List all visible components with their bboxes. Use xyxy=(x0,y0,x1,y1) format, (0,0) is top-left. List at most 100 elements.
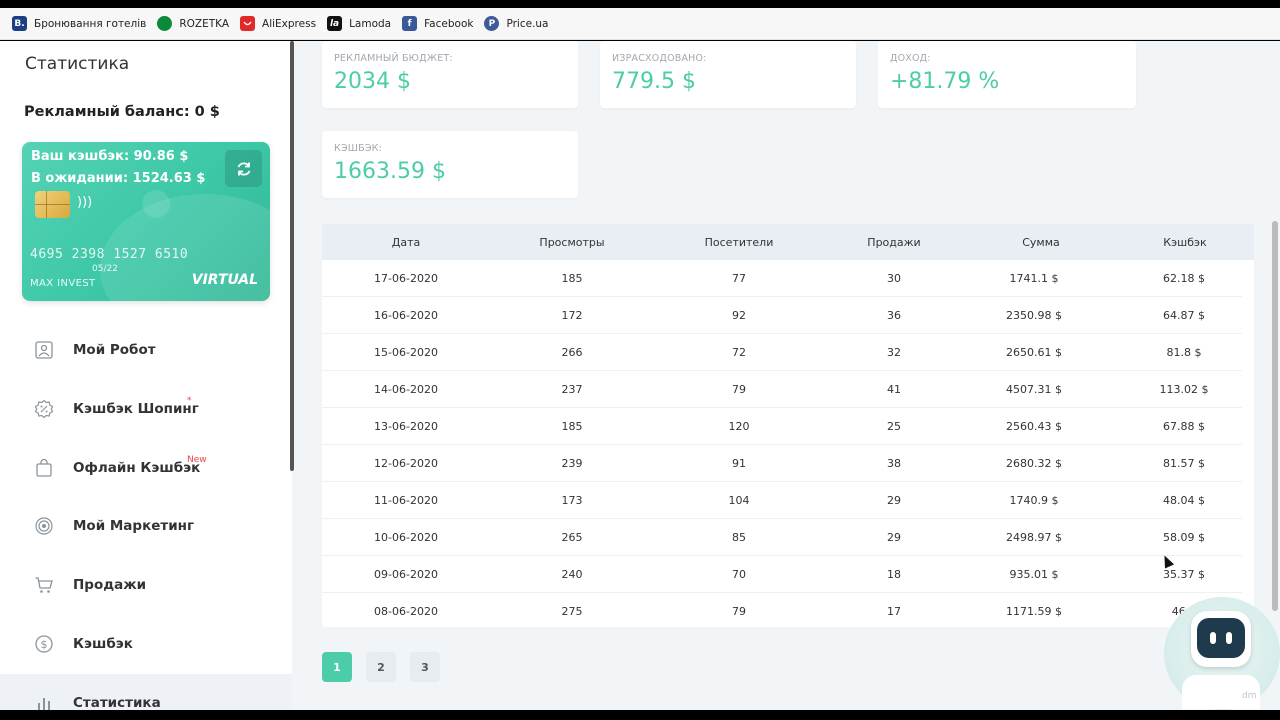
bookmark-rozetka[interactable]: ROZETKA xyxy=(157,16,229,31)
cell-cashback: 81.8 $ xyxy=(1166,346,1202,359)
virtual-card: Ваш кэшбэк: 90.86 $ В ожидании: 1524.63 … xyxy=(22,142,270,301)
stat-label: ДОХОД: xyxy=(890,53,931,64)
sidebar-item-label: Кэшбэк xyxy=(73,636,133,652)
bookmark-aliexpress[interactable]: AliExpress xyxy=(240,16,316,31)
refresh-button[interactable] xyxy=(225,150,262,187)
cell-cashback: 64.87 $ xyxy=(1163,309,1205,322)
page-title: Статистика xyxy=(25,54,130,74)
robot-eye xyxy=(1210,632,1216,644)
cell-date: 09-06-2020 xyxy=(374,568,438,581)
sidebar-item-sales[interactable]: Продажи xyxy=(0,556,292,614)
cell-cashback: 58.09 $ xyxy=(1163,531,1205,544)
cell-date: 12-06-2020 xyxy=(374,457,438,470)
chip-icon xyxy=(35,191,70,218)
cell-date: 11-06-2020 xyxy=(374,494,438,507)
cell-sales: 29 xyxy=(887,531,901,544)
cell-sum: 1171.59 $ xyxy=(1006,605,1062,618)
cell-sales: 32 xyxy=(887,346,901,359)
cell-views: 173 xyxy=(561,494,583,507)
robot-head-icon xyxy=(1191,611,1251,667)
card-watermark-dot xyxy=(142,190,170,218)
cell-sales: 41 xyxy=(887,383,901,396)
card-number: 4695 2398 1527 6510 xyxy=(30,247,189,262)
sidebar-scrollbar[interactable] xyxy=(290,41,294,471)
cell-sum: 2650.61 $ xyxy=(1006,346,1062,359)
sidebar-item-offline-cashback[interactable]: Офлайн Кэшбэк New xyxy=(0,439,292,497)
cell-views: 265 xyxy=(561,531,583,544)
robot-eye xyxy=(1226,632,1232,644)
bookmark-label: Price.ua xyxy=(506,17,549,30)
bookmark-booking[interactable]: B. Бронювання готелів xyxy=(12,16,146,31)
stat-value: +81.79 % xyxy=(890,69,1000,94)
cell-views: 239 xyxy=(561,457,583,470)
aliexpress-icon xyxy=(240,16,256,31)
stat-label: КЭШБЭК: xyxy=(334,143,383,154)
sidebar-item-cashback[interactable]: $ Кэшбэк xyxy=(0,615,292,673)
cell-sum: 1740.9 $ xyxy=(1009,494,1059,507)
cell-cashback: 67.88 $ xyxy=(1163,420,1205,433)
cell-sales: 18 xyxy=(887,568,901,581)
stat-ad-budget: РЕКЛАМНЫЙ БЮДЖЕТ: 2034 $ xyxy=(322,41,578,108)
sidebar-item-my-marketing[interactable]: Мой Маркетинг xyxy=(0,497,292,555)
bookmark-facebook[interactable]: f Facebook xyxy=(402,16,473,31)
contactless-icon: ))) xyxy=(77,195,93,210)
cell-sum: 1741.1 $ xyxy=(1009,272,1059,285)
new-badge: * xyxy=(187,396,192,406)
lamoda-icon: la xyxy=(327,16,343,31)
price-ua-icon: P xyxy=(484,16,500,31)
card-holder: MAX INVEST xyxy=(30,278,96,289)
sidebar-item-cashback-shopping[interactable]: Кэшбэк Шопинг * xyxy=(0,380,292,438)
cell-visitors: 72 xyxy=(732,346,746,359)
cell-cashback: 35.37 $ xyxy=(1163,568,1205,581)
cell-date: 14-06-2020 xyxy=(374,383,438,396)
page-2-button[interactable]: 2 xyxy=(366,652,396,682)
cell-sum: 4507.31 $ xyxy=(1006,383,1062,396)
sidebar-item-label: Офлайн Кэшбэк xyxy=(73,460,201,476)
bookmark-lamoda[interactable]: la Lamoda xyxy=(327,16,391,31)
stat-value: 1663.59 $ xyxy=(334,159,446,184)
robot-face xyxy=(1197,618,1245,658)
facebook-icon: f xyxy=(402,16,418,31)
cell-sum: 935.01 $ xyxy=(1009,568,1059,581)
stat-income: ДОХОД: +81.79 % xyxy=(878,41,1136,108)
column-header: Сумма xyxy=(1022,236,1060,249)
cell-date: 08-06-2020 xyxy=(374,605,438,618)
cell-sales: 38 xyxy=(887,457,901,470)
table-row: 09-06-2020 240 70 18 935.01 $ 35.37 $ xyxy=(322,556,1242,593)
page-3-button[interactable]: 3 xyxy=(410,652,440,682)
column-header: Кэшбэк xyxy=(1163,236,1207,249)
table-row: 08-06-2020 275 79 17 1171.59 $ 46.8 xyxy=(322,593,1242,630)
cell-sales: 25 xyxy=(887,420,901,433)
main-scrollbar[interactable] xyxy=(1272,221,1278,611)
new-badge: New xyxy=(187,455,207,465)
cell-views: 266 xyxy=(561,346,583,359)
robot-icon xyxy=(33,339,55,361)
bar-chart-icon xyxy=(33,692,55,710)
robot-body xyxy=(1182,675,1260,709)
cell-date: 13-06-2020 xyxy=(374,420,438,433)
booking-icon: B. xyxy=(12,16,27,31)
sidebar: Статистика Рекламный баланс: 0 $ Ваш кэш… xyxy=(0,41,292,710)
cell-cashback: 81.57 $ xyxy=(1163,457,1205,470)
ad-balance: Рекламный баланс: 0 $ xyxy=(24,104,220,120)
sidebar-item-my-robot[interactable]: Мой Робот xyxy=(0,321,292,379)
assistant-bot-button[interactable]: dm xyxy=(1164,597,1280,710)
bookmark-price-ua[interactable]: P Price.ua xyxy=(484,16,549,31)
column-header: Дата xyxy=(391,236,421,249)
sidebar-item-statistics[interactable]: Статистика xyxy=(0,674,292,710)
cell-cashback: 48.04 $ xyxy=(1163,494,1205,507)
card-cashback: Ваш кэшбэк: 90.86 $ xyxy=(31,149,189,164)
cell-date: 10-06-2020 xyxy=(374,531,438,544)
cell-visitors: 91 xyxy=(732,457,746,470)
cell-date: 17-06-2020 xyxy=(374,272,438,285)
app: Статистика Рекламный баланс: 0 $ Ваш кэш… xyxy=(0,41,1280,710)
percent-icon xyxy=(33,398,55,420)
table-header: Дата Просмотры Посетители Продажи Сумма … xyxy=(322,224,1254,260)
page-1-button[interactable]: 1 xyxy=(322,652,352,682)
cell-date: 15-06-2020 xyxy=(374,346,438,359)
cell-visitors: 77 xyxy=(732,272,746,285)
stat-label: ИЗРАСХОДОВАНО: xyxy=(612,53,707,64)
target-icon xyxy=(33,515,55,537)
stat-value: 2034 $ xyxy=(334,69,411,94)
column-header: Просмотры xyxy=(539,236,605,249)
